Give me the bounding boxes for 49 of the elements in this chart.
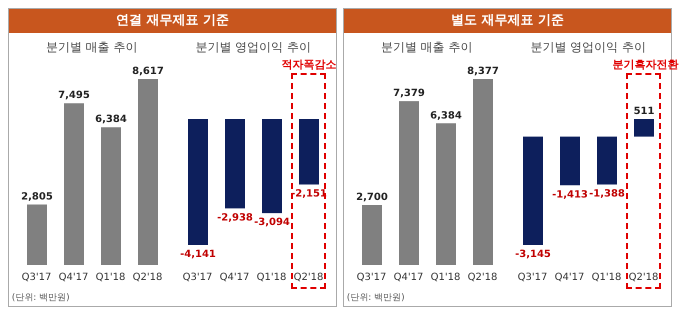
x-tick-label: Q1'18 bbox=[592, 272, 622, 284]
bar bbox=[26, 204, 47, 265]
data-label: 6,384 bbox=[430, 110, 462, 122]
x-tick-label: Q2'18 bbox=[628, 272, 659, 284]
data-label: 6,384 bbox=[94, 114, 127, 126]
data-label: 7,379 bbox=[392, 88, 425, 100]
x-tick-label: Q4'17 bbox=[393, 272, 424, 284]
x-tick-label: Q1'18 bbox=[95, 272, 126, 284]
x-tick-label: Q2'18 bbox=[294, 272, 324, 284]
chart-title: 분기별 영업이익 추이 bbox=[529, 39, 648, 56]
data-label: -4,141 bbox=[180, 249, 216, 260]
text: 분기흑자전환 bbox=[612, 57, 678, 72]
data-label: -2,938 bbox=[217, 212, 254, 224]
data-label: 2,805 bbox=[20, 191, 53, 202]
x-tick-label: Q3'17 bbox=[356, 272, 386, 284]
chart-subtitle: 분기별 매출 추이 bbox=[44, 39, 139, 56]
data-label: -3,094 bbox=[254, 217, 290, 228]
bar bbox=[100, 127, 121, 265]
x-tick-label: Q3'17 bbox=[518, 272, 548, 284]
data-label: 7,495 bbox=[58, 90, 90, 102]
bar bbox=[398, 101, 419, 265]
bar bbox=[362, 205, 382, 265]
data-label: -3,145 bbox=[515, 249, 552, 260]
chart-subtitle: 분기별 매출 추이 bbox=[380, 39, 474, 56]
bar bbox=[472, 79, 493, 265]
chart-title: 분기별 영업이익 추이 bbox=[194, 39, 312, 56]
data-label: -1,388 bbox=[589, 188, 626, 200]
data-label: -1,413 bbox=[552, 189, 588, 200]
x-tick-label: Q1'18 bbox=[430, 272, 460, 284]
data-label: 511 bbox=[634, 106, 655, 117]
bar bbox=[436, 123, 456, 265]
text: 적자폭감소 bbox=[280, 57, 338, 72]
x-tick-label: Q4'17 bbox=[220, 272, 250, 284]
x-tick-label: Q2'18 bbox=[132, 272, 162, 284]
data-label: 8,617 bbox=[132, 66, 164, 77]
text: (단위: 백만원) bbox=[12, 292, 71, 304]
chart-title: 별도 재무제표 기준 bbox=[344, 9, 671, 33]
data-label: 2,700 bbox=[356, 192, 388, 204]
x-tick-label: Q3'17 bbox=[21, 272, 52, 284]
x-tick-label: Q4'17 bbox=[554, 272, 585, 284]
bar bbox=[138, 79, 158, 265]
chart-title: 연결 재무제표 기준 bbox=[9, 9, 336, 33]
bar bbox=[64, 103, 84, 265]
x-tick-label: Q2'18 bbox=[467, 272, 498, 284]
x-tick-label: Q4'17 bbox=[58, 272, 88, 284]
x-tick-label: Q1'18 bbox=[256, 272, 287, 284]
data-label: 8,377 bbox=[466, 66, 499, 77]
text: (단위: 백만원) bbox=[346, 292, 406, 304]
x-tick-label: Q3'17 bbox=[182, 272, 213, 284]
